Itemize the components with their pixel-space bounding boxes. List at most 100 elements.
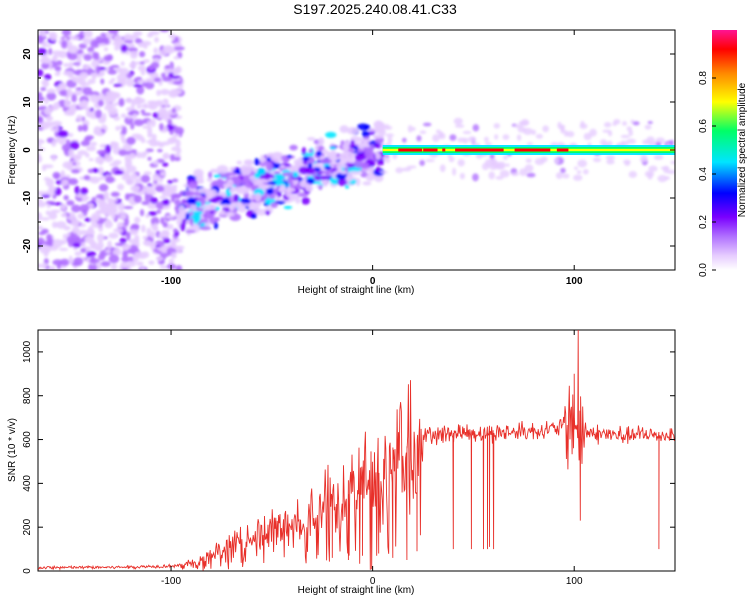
stable-band-peak (556, 148, 565, 152)
noise-cell (66, 200, 75, 206)
noise-cell (91, 264, 98, 270)
signal-cell (265, 210, 271, 216)
noise-cell (41, 217, 50, 221)
noise-cell (178, 84, 184, 89)
halo-cell (502, 155, 508, 160)
noise-cell (54, 72, 61, 77)
halo-cell (540, 156, 548, 163)
noise-cell (38, 237, 45, 246)
halo-cell (605, 155, 616, 160)
signal-cell (259, 154, 266, 164)
halo-cell (628, 170, 637, 178)
halo-cell (436, 129, 441, 134)
noise-cell (143, 43, 148, 50)
noise-cell (159, 114, 170, 120)
signal-cell (217, 178, 222, 182)
noise-cell (51, 50, 63, 55)
noise-cell (82, 124, 88, 132)
halo-cell (459, 172, 465, 180)
spectrogram-blobs (38, 30, 675, 270)
noise-cell (86, 145, 96, 152)
signal-cell (252, 205, 260, 214)
noise-cell (130, 122, 135, 130)
signal-cell (373, 168, 385, 177)
noise-cell (173, 56, 180, 60)
signal-cell (271, 152, 283, 157)
noise-cell (62, 70, 74, 76)
noise-cell (136, 151, 142, 159)
noise-cell (130, 223, 140, 230)
noise-cell (38, 263, 42, 269)
noise-cell (52, 171, 61, 179)
noise-cell (68, 133, 74, 138)
stable-band-peak (404, 148, 410, 152)
noise-cell (141, 174, 151, 183)
noise-cell (78, 30, 86, 39)
noise-cell (129, 50, 138, 59)
halo-cell (560, 127, 565, 134)
signal-cell (336, 164, 348, 169)
noise-cell (79, 204, 90, 213)
noise-cell (61, 30, 72, 36)
noise-cell (105, 218, 111, 226)
noise-cell (45, 116, 54, 121)
noise-cell (96, 149, 108, 155)
noise-cell (113, 83, 123, 87)
signal-cell (216, 165, 229, 175)
noise-cell (68, 61, 73, 70)
noise-cell (83, 136, 92, 142)
noise-cell (43, 108, 53, 116)
noise-cell (123, 205, 134, 210)
noise-cell (81, 100, 89, 108)
noise-cell (120, 44, 128, 53)
noise-cell (152, 133, 157, 141)
noise-cell (103, 191, 110, 201)
noise-cell (38, 111, 42, 117)
noise-cell (152, 160, 159, 166)
signal-cell (337, 178, 348, 187)
halo-cell (422, 122, 432, 127)
noise-cell (79, 71, 89, 80)
signal-cell (179, 190, 184, 197)
halo-cell (573, 174, 583, 181)
noise-cell (68, 255, 73, 264)
signal-cell (273, 171, 281, 175)
halo-cell (467, 136, 477, 143)
noise-cell (129, 152, 137, 159)
noise-cell (162, 98, 169, 104)
noise-cell (142, 239, 152, 246)
signal-cell (307, 162, 313, 169)
noise-cell (172, 178, 179, 183)
noise-cell (122, 267, 128, 270)
noise-cell (119, 237, 127, 243)
noise-cell (52, 259, 63, 266)
halo-cell (382, 156, 387, 160)
halo-cell (576, 170, 582, 174)
noise-cell (77, 213, 85, 219)
signal-cell (263, 192, 268, 200)
halo-cell (419, 130, 427, 134)
noise-cell (54, 65, 62, 72)
signal-cell (256, 168, 266, 176)
snr-x-ticks: -100 0 100 (161, 330, 583, 587)
noise-cell (51, 139, 59, 144)
signal-cell (356, 123, 369, 131)
halo-cell (648, 165, 658, 172)
halo-cell (438, 132, 446, 140)
noise-cell (102, 96, 109, 101)
noise-cell (56, 85, 62, 93)
signal-cell (204, 222, 211, 227)
signal-cell (315, 164, 324, 168)
noise-cell (136, 85, 145, 95)
signal-cell (232, 201, 244, 209)
noise-cell (59, 258, 70, 266)
halo-cell (472, 173, 479, 182)
noise-cell (113, 228, 123, 233)
halo-cell (647, 120, 653, 125)
y-tick-label: -20 (22, 238, 33, 253)
y-tick-label: -10 (22, 190, 33, 205)
noise-cell (165, 186, 173, 193)
noise-cell (150, 217, 160, 226)
noise-cell (169, 153, 175, 162)
noise-cell (108, 66, 114, 70)
